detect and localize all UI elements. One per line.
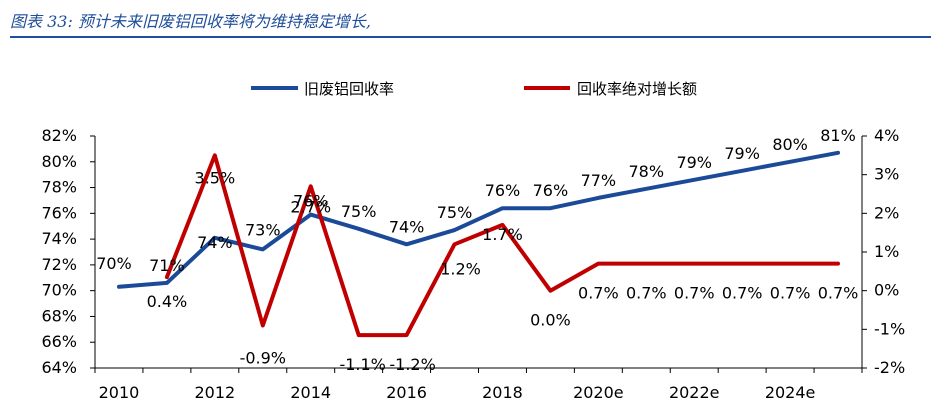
left-tick-label: 66% bbox=[41, 332, 77, 351]
right-tick-label: 3% bbox=[874, 165, 899, 184]
x-tick-label: 2020e bbox=[573, 383, 624, 402]
left-tick-label: 72% bbox=[41, 255, 77, 274]
left-tick-label: 82% bbox=[41, 126, 77, 145]
growth-data-label: 1.7% bbox=[482, 225, 523, 244]
growth-data-label: -1.2% bbox=[389, 355, 435, 374]
growth-data-label: 0.7% bbox=[722, 284, 763, 303]
rate-data-label: 76% bbox=[485, 181, 521, 200]
right-tick-label: -2% bbox=[874, 358, 905, 377]
growth-data-label: -1.1% bbox=[339, 355, 385, 374]
growth-data-label: 0.7% bbox=[674, 284, 715, 303]
growth-data-label: 0.7% bbox=[626, 284, 667, 303]
legend-label-rate: 旧废铝回收率 bbox=[304, 80, 394, 98]
right-tick-label: 1% bbox=[874, 242, 899, 261]
growth-data-label: 0.7% bbox=[818, 284, 859, 303]
rate-data-label: 78% bbox=[629, 162, 665, 181]
left-tick-label: 68% bbox=[41, 306, 77, 325]
rate-data-label: 75% bbox=[341, 202, 377, 221]
rate-data-label: 75% bbox=[437, 203, 473, 222]
rate-data-label: 74% bbox=[197, 233, 233, 252]
growth-data-label: 2.7% bbox=[290, 197, 331, 216]
growth-data-label: 0.4% bbox=[147, 292, 188, 311]
title-rule bbox=[10, 36, 931, 38]
growth-data-label: 1.2% bbox=[440, 259, 481, 278]
x-tick-label: 2022e bbox=[669, 383, 720, 402]
rate-data-label: 70% bbox=[96, 254, 132, 273]
left-tick-label: 74% bbox=[41, 229, 77, 248]
growth-data-label: 0.0% bbox=[530, 311, 571, 330]
rate-data-label: 76% bbox=[293, 192, 329, 211]
rate-data-label: 81% bbox=[820, 126, 856, 145]
rate-data-label: 79% bbox=[724, 144, 760, 163]
rate-data-label: 71% bbox=[149, 256, 185, 275]
rate-data-label: 79% bbox=[676, 153, 712, 172]
growth-data-label: 0.7% bbox=[770, 284, 811, 303]
growth-data-label: -0.9% bbox=[240, 348, 286, 367]
x-tick-label: 2018 bbox=[482, 383, 523, 402]
rate-data-label: 77% bbox=[581, 171, 617, 190]
x-tick-label: 2010 bbox=[99, 383, 140, 402]
rate-data-label: 74% bbox=[389, 217, 425, 236]
left-tick-label: 80% bbox=[41, 152, 77, 171]
x-tick-label: 2016 bbox=[386, 383, 427, 402]
legend-label-growth: 回收率绝对增长额 bbox=[577, 80, 697, 98]
growth-data-label: 0.7% bbox=[578, 284, 619, 303]
left-tick-label: 78% bbox=[41, 178, 77, 197]
left-tick-label: 76% bbox=[41, 203, 77, 222]
left-tick-label: 64% bbox=[41, 358, 77, 377]
right-tick-label: -1% bbox=[874, 319, 905, 338]
x-tick-label: 2014 bbox=[290, 383, 331, 402]
left-tick-label: 70% bbox=[41, 281, 77, 300]
growth-series-line bbox=[164, 153, 840, 338]
growth-data-label: 3.5% bbox=[195, 168, 236, 187]
x-tick-label: 2012 bbox=[194, 383, 235, 402]
rate-data-label: 73% bbox=[245, 220, 281, 239]
rate-data-label: 76% bbox=[533, 181, 569, 200]
rate-data-label: 80% bbox=[772, 135, 808, 154]
figure-title: 图表 33: 预计未来旧废铝回收率将为维持稳定增长, bbox=[10, 12, 372, 31]
right-tick-label: 2% bbox=[874, 203, 899, 222]
right-tick-label: 4% bbox=[874, 126, 899, 145]
right-tick-label: 0% bbox=[874, 281, 899, 300]
x-tick-label: 2024e bbox=[765, 383, 816, 402]
